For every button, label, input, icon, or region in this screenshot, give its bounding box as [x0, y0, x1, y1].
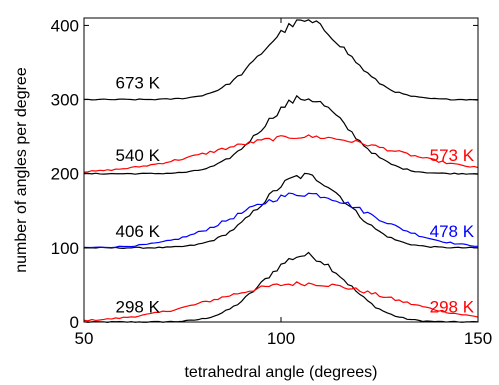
x-tick-label: 50	[75, 329, 94, 348]
series-line-3	[83, 192, 479, 249]
series-label: 298 K	[116, 297, 161, 316]
ticks-layer: 50 100 150 0 100 200 300 400	[51, 16, 493, 348]
series-line-5	[83, 134, 479, 173]
series-label: 298 K	[430, 297, 475, 316]
y-tick-label: 100	[51, 239, 79, 258]
y-tick-label: 200	[51, 165, 79, 184]
x-tick-label: 150	[464, 329, 492, 348]
y-axis-label: number of angles per degree	[13, 67, 30, 273]
y-tick-label: 400	[51, 16, 79, 35]
series-label: 540 K	[116, 146, 161, 165]
series-layer	[83, 19, 479, 323]
plot-frame	[83, 17, 479, 323]
series-line-6	[83, 19, 479, 101]
annotation-layer: 673 K 540 K 573 K 406 K 478 K 298 K 298 K	[116, 74, 475, 317]
series-label: 573 K	[430, 146, 475, 165]
series-line-4	[83, 94, 479, 175]
y-tick-label: 300	[51, 91, 79, 110]
series-label: 673 K	[116, 74, 161, 93]
x-tick-label: 100	[267, 329, 295, 348]
series-label: 406 K	[116, 222, 161, 241]
y-tick-label: 0	[70, 313, 79, 332]
series-line-2	[84, 172, 479, 249]
series-label: 478 K	[430, 222, 475, 241]
x-axis-label: tetrahedral angle (degrees)	[184, 364, 377, 381]
series-line-1	[83, 281, 479, 322]
